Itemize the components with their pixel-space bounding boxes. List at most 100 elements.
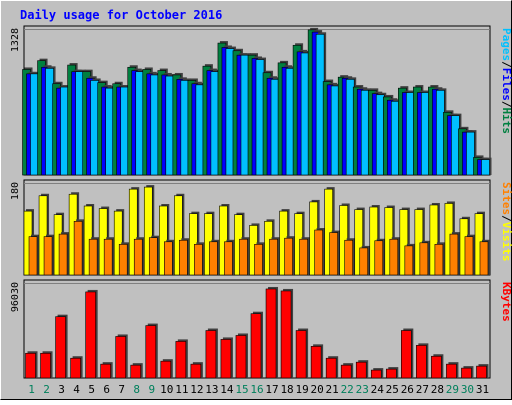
bar-sites — [299, 238, 308, 276]
bar-sites — [118, 244, 128, 276]
bar-kbytes — [416, 345, 427, 379]
bar-sites — [449, 233, 459, 276]
x-tick-label: 7 — [118, 383, 125, 396]
bar-pages — [466, 131, 475, 176]
bar-sites — [179, 239, 188, 276]
x-tick-label: 27 — [416, 383, 429, 396]
y-tick-label: 180 — [10, 182, 21, 200]
bar-sites — [479, 241, 489, 276]
legend-part: Sites — [500, 182, 512, 215]
bar-sites — [239, 238, 248, 276]
bar-kbytes — [175, 341, 187, 379]
bar-sites — [73, 221, 83, 276]
panel-3: 96030 KBytes — [10, 279, 512, 379]
bar-visits — [429, 204, 439, 276]
x-tick-label: 1 — [28, 383, 35, 396]
x-tick-label: 24 — [371, 383, 385, 396]
legend-part: / — [500, 215, 512, 222]
bar-sites — [269, 238, 278, 276]
x-tick-label: 25 — [386, 383, 399, 396]
bar-kbytes — [461, 367, 472, 379]
x-tick-label: 15 — [235, 383, 248, 396]
y-tick-label: 1328 — [10, 28, 21, 52]
bar-kbytes — [446, 363, 457, 379]
bar-kbytes — [295, 330, 307, 379]
panel-2: 180 Sites/Visits — [10, 179, 512, 276]
legend-part: Visits — [500, 222, 512, 262]
x-tick-label: 31 — [476, 383, 489, 396]
bar-kbytes — [431, 355, 442, 379]
panel-1: 1328 Pages/Files/Hits — [10, 25, 512, 176]
bar-kbytes — [340, 364, 352, 379]
bar-sites — [103, 238, 113, 276]
bar-sites — [344, 239, 353, 276]
bar-kbytes — [145, 325, 157, 379]
bar-kbytes — [25, 352, 36, 379]
x-tick-label: 21 — [326, 383, 339, 396]
bar-sites — [43, 236, 53, 276]
bar-visits — [143, 186, 153, 276]
bar-kbytes — [70, 357, 81, 379]
bar-sites — [224, 241, 233, 276]
bar-sites — [58, 233, 68, 276]
bar-sites — [148, 237, 158, 276]
bar-sites — [389, 238, 399, 276]
bar-kbytes — [280, 290, 292, 379]
bar-kbytes — [55, 316, 66, 379]
legend-part: Pages — [500, 28, 512, 61]
bar-kbytes — [115, 336, 127, 379]
x-tick-label: 3 — [58, 383, 65, 396]
x-tick-label: 29 — [446, 383, 459, 396]
x-tick-label: 30 — [461, 383, 474, 396]
bar-sites — [374, 240, 384, 276]
bar-sites — [133, 238, 143, 276]
bar-kbytes — [250, 313, 262, 379]
panel-legend-label: KBytes — [500, 282, 512, 322]
bar-sites — [419, 242, 429, 276]
x-tick-label: 18 — [280, 383, 293, 396]
x-tick-label: 2 — [43, 383, 50, 396]
x-tick-label: 14 — [220, 383, 234, 396]
bar-kbytes — [190, 363, 202, 379]
bar-sites — [284, 237, 293, 276]
x-tick-label: 23 — [356, 383, 369, 396]
x-tick-label: 6 — [103, 383, 110, 396]
bar-kbytes — [476, 365, 487, 379]
bar-kbytes — [265, 288, 277, 379]
bar-visits — [399, 209, 409, 276]
bar-kbytes — [100, 363, 111, 379]
bar-kbytes — [205, 330, 217, 379]
y-tick-label: 96030 — [10, 282, 21, 312]
x-tick-label: 10 — [160, 383, 173, 396]
bar-kbytes — [235, 335, 247, 379]
legend-part: Hits — [500, 108, 512, 135]
bar-kbytes — [325, 357, 337, 379]
bar-kbytes — [310, 346, 322, 379]
bar-sites — [434, 244, 444, 276]
legend-part: KBytes — [500, 282, 512, 322]
panel-legend-label: Pages/Files/Hits — [500, 28, 512, 134]
bar-sites — [209, 241, 218, 276]
x-tick-label: 13 — [205, 383, 218, 396]
bar-sites — [359, 247, 369, 276]
bar-kbytes — [130, 364, 142, 379]
x-tick-label: 11 — [175, 383, 188, 396]
bar-kbytes — [160, 360, 172, 379]
bar-sites — [254, 244, 263, 276]
panel-legend-label: Sites/Visits — [500, 182, 512, 262]
bar-kbytes — [370, 369, 382, 379]
bar-sites — [314, 229, 323, 276]
bar-visits — [174, 195, 183, 276]
x-tick-label: 4 — [73, 383, 80, 396]
chart-title: Daily usage for October 2016 — [20, 8, 222, 22]
bar-visits — [354, 209, 364, 276]
bar-kbytes — [385, 368, 397, 379]
x-tick-label: 28 — [431, 383, 444, 396]
bar-visits — [128, 188, 138, 276]
legend-part: / — [500, 101, 512, 108]
bar-sites — [464, 236, 474, 276]
